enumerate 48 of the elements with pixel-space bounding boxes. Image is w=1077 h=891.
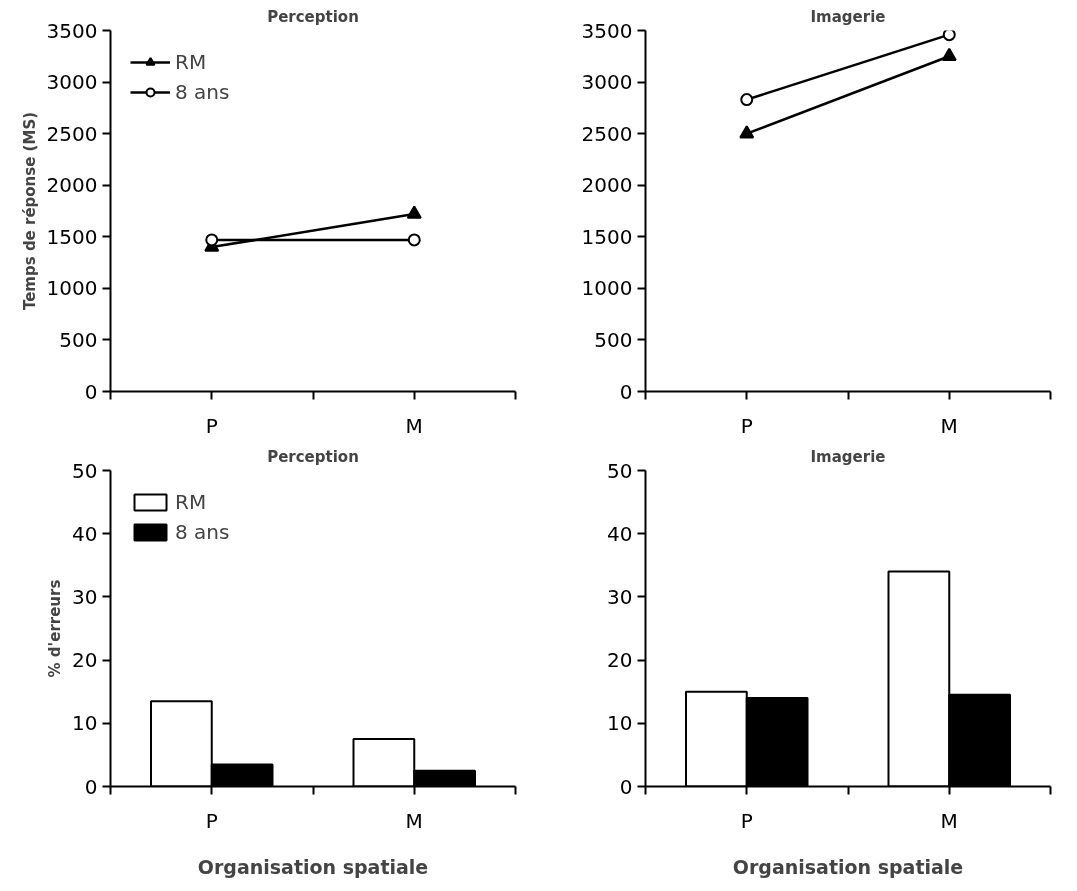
x-axis-title: Organisation spatiale: [732, 855, 964, 878]
y-tick-label: 40: [607, 521, 633, 546]
x-axis-title: Organisation spatiale: [197, 855, 429, 878]
x-tick-label: M: [405, 413, 423, 438]
y-tick-label: 20: [607, 648, 633, 673]
y-axis-title: % d'erreurs: [46, 579, 65, 678]
chart-title: Imagerie: [810, 447, 886, 466]
y-tick-label: 1000: [581, 276, 633, 301]
legend-label: 8 ans: [175, 520, 230, 544]
y-tick-label: 0: [84, 774, 98, 799]
y-tick-label: 1000: [46, 276, 98, 301]
y-tick-label: 2000: [46, 173, 98, 198]
y-tick-label: 3500: [581, 18, 633, 43]
y-tick-label: 2500: [581, 121, 633, 146]
x-tick-label: M: [940, 808, 958, 833]
y-tick-label: 3000: [46, 70, 98, 95]
y-tick-label: 0: [84, 379, 98, 404]
y-tick-label: 3000: [581, 70, 633, 95]
legend-label: RM: [175, 50, 207, 74]
x-tick-label: M: [940, 413, 958, 438]
y-tick-label: 40: [72, 521, 98, 546]
y-tick-label: 0: [619, 774, 633, 799]
y-tick-label: 10: [72, 711, 98, 736]
y-tick-label: 50: [72, 458, 98, 483]
legend-label: RM: [175, 490, 207, 514]
y-tick-label: 2500: [46, 121, 98, 146]
y-tick-label: 0: [619, 379, 633, 404]
y-tick-label: 3500: [46, 18, 98, 43]
legend-label: 8 ans: [175, 80, 230, 104]
y-tick-label: 2000: [581, 173, 633, 198]
y-tick-label: 500: [59, 327, 98, 352]
y-tick-label: 30: [607, 584, 633, 609]
chart-title: Perception: [267, 447, 359, 466]
y-tick-label: 10: [607, 711, 633, 736]
y-tick-label: 1500: [581, 224, 633, 249]
y-tick-label: 500: [594, 327, 633, 352]
x-tick-label: P: [740, 413, 753, 438]
y-tick-label: 1500: [46, 224, 98, 249]
x-tick-label: P: [205, 413, 218, 438]
chart-title: Imagerie: [810, 7, 886, 26]
y-tick-label: 20: [72, 648, 98, 673]
x-tick-label: P: [740, 808, 753, 833]
x-tick-label: P: [205, 808, 218, 833]
y-tick-label: 30: [72, 584, 98, 609]
y-axis-title: Temps de réponse (MS): [20, 111, 39, 311]
y-tick-label: 50: [607, 458, 633, 483]
x-tick-label: M: [405, 808, 423, 833]
chart-title: Perception: [267, 7, 359, 26]
